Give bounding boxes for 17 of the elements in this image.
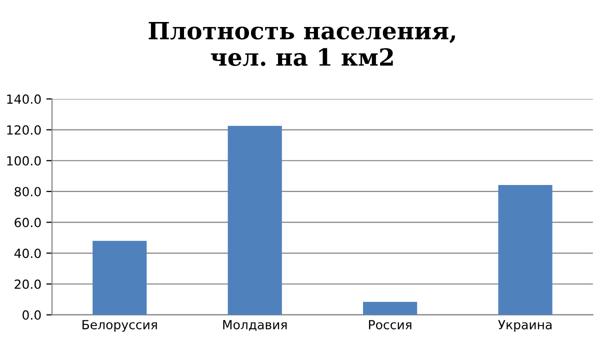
bar <box>228 126 282 315</box>
x-tick-label: Белоруссия <box>82 320 157 332</box>
bar <box>498 184 552 315</box>
x-tick-label: Россия <box>369 320 412 330</box>
y-tick-label: 20.0 <box>14 279 41 289</box>
y-tick-label: 140.0 <box>7 94 41 104</box>
y-tick-label: 80.0 <box>14 186 41 196</box>
y-tick-label: 100.0 <box>7 156 41 166</box>
y-tick-label: 40.0 <box>14 248 41 258</box>
bar <box>363 302 418 315</box>
x-tick-label: Украина <box>498 320 552 332</box>
y-tick-label: 0.0 <box>22 310 41 320</box>
y-tick-label: 60.0 <box>14 218 41 228</box>
chart-title: Плотность населения, чел. на 1 км2 <box>148 22 456 66</box>
bar <box>92 240 147 315</box>
x-tick-label: Молдавия <box>223 320 287 331</box>
y-tick-label: 120.0 <box>7 125 41 135</box>
